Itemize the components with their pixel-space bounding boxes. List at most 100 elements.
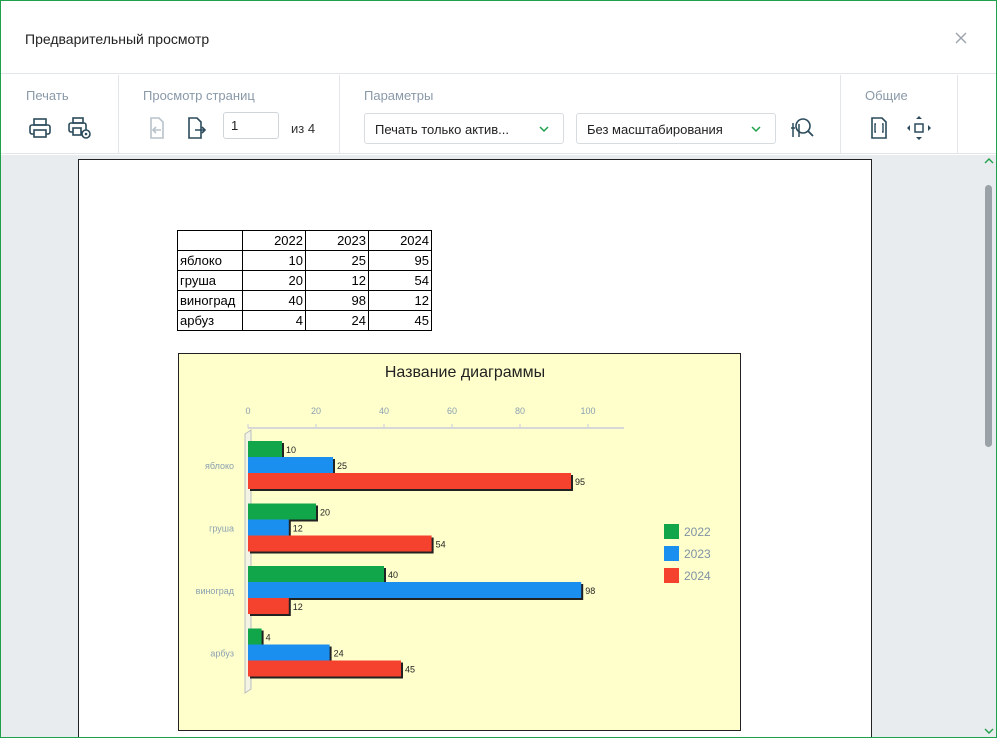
table-cell: 2023 — [305, 230, 369, 251]
bar-2022 — [248, 566, 384, 582]
chevron-down-icon — [751, 126, 761, 133]
table-cell: 12 — [368, 290, 432, 311]
table-cell: 2022 — [242, 230, 306, 251]
data-label: 4 — [266, 633, 271, 643]
y-axis-wall — [244, 429, 252, 694]
fit-page-button[interactable] — [866, 115, 892, 141]
data-label: 12 — [293, 602, 303, 612]
general-group-label: Общие — [865, 88, 908, 103]
table-cell: 2024 — [368, 230, 432, 251]
page-count-label: из 4 — [291, 121, 316, 136]
data-table: 2022 2023 2024 яблоко 10 25 95 груша 20 … — [177, 230, 432, 331]
next-page-button[interactable] — [183, 115, 209, 141]
print-scope-select[interactable]: Печать только актив... — [364, 113, 564, 144]
table-row: яблоко 10 25 95 — [177, 250, 432, 271]
x-tick-label: 100 — [580, 406, 595, 416]
next-page-icon — [188, 117, 207, 139]
x-tick-label: 40 — [379, 406, 389, 416]
data-label: 98 — [585, 586, 595, 596]
bar-2022 — [248, 628, 262, 645]
data-label: 40 — [388, 570, 398, 580]
table-cell: 40 — [242, 290, 306, 311]
settings-magnifier-icon — [791, 118, 814, 137]
table-cell: 10 — [242, 250, 306, 271]
bar-2024 — [248, 598, 289, 614]
table-cell: груша — [177, 270, 243, 291]
legend-label: 2023 — [684, 547, 711, 561]
bar-2023 — [248, 644, 330, 661]
data-label: 24 — [334, 649, 344, 659]
table-row: виноград 40 98 12 — [177, 290, 432, 311]
print-group: Печать — [1, 75, 119, 154]
scroll-up-icon[interactable] — [984, 157, 994, 165]
table-cell: 20 — [242, 270, 306, 291]
close-icon — [955, 32, 967, 44]
y-category-label: яблоко — [205, 461, 234, 471]
table-cell: 12 — [305, 270, 369, 291]
data-label: 25 — [337, 461, 347, 471]
table-cell — [177, 230, 243, 251]
scroll-down-icon[interactable] — [984, 727, 994, 735]
data-label: 20 — [320, 508, 330, 518]
data-label: 45 — [405, 665, 415, 675]
table-cell: арбуз — [177, 310, 243, 331]
legend-swatch — [664, 524, 679, 539]
move-arrows-icon — [907, 116, 931, 140]
page-setup-button[interactable] — [789, 115, 815, 141]
chart-title: Название диаграммы — [385, 364, 545, 381]
previous-page-button[interactable] — [143, 115, 169, 141]
page-view-group: Просмотр страниц — [119, 75, 340, 154]
preview-area[interactable]: 2022 2023 2024 яблоко 10 25 95 груша 20 … — [1, 155, 996, 737]
dialog-title: Предварительный просмотр — [25, 31, 210, 47]
table-row: груша 20 12 54 — [177, 270, 432, 291]
x-tick-label: 60 — [447, 406, 457, 416]
bar-2024 — [248, 660, 401, 677]
table-cell: яблоко — [177, 250, 243, 271]
data-label: 10 — [286, 445, 296, 455]
print-group-label: Печать — [26, 88, 69, 103]
legend-label: 2024 — [684, 569, 711, 583]
bar-2024 — [248, 535, 432, 552]
bar-2023 — [248, 582, 582, 598]
previous-page-icon — [150, 117, 164, 139]
y-category-label: груша — [209, 524, 234, 534]
print-scope-value: Печать только актив... — [375, 122, 510, 137]
y-category-label: виноград — [196, 586, 235, 596]
printer-icon — [29, 118, 51, 138]
chevron-down-icon — [539, 126, 549, 133]
bar-2023 — [248, 457, 333, 473]
parameters-group: Параметры — [340, 75, 841, 154]
x-tick-label: 0 — [245, 406, 250, 416]
scaling-value: Без масштабирования — [587, 122, 723, 137]
x-tick-label: 20 — [311, 406, 321, 416]
printer-settings-icon — [68, 117, 91, 139]
table-row: арбуз 4 24 45 — [177, 310, 432, 331]
legend-label: 2022 — [684, 525, 711, 539]
print-button[interactable] — [27, 115, 53, 141]
fit-width-button[interactable] — [906, 115, 932, 141]
close-button[interactable] — [951, 28, 971, 48]
table-cell: виноград — [177, 290, 243, 311]
print-settings-button[interactable] — [67, 115, 93, 141]
bar-2024 — [248, 473, 571, 489]
scrollbar-thumb[interactable] — [985, 185, 992, 447]
table-cell: 98 — [305, 290, 369, 311]
table-cell: 4 — [242, 310, 306, 331]
table-cell: 25 — [305, 250, 369, 271]
title-bar: Предварительный просмотр — [1, 1, 996, 74]
table-header-row: 2022 2023 2024 — [177, 230, 432, 251]
scaling-select[interactable]: Без масштабирования — [576, 113, 776, 144]
legend-swatch — [664, 568, 679, 583]
parameters-group-label: Параметры — [364, 88, 434, 103]
legend-swatch — [664, 546, 679, 561]
table-cell: 24 — [305, 310, 369, 331]
bar-chart: Название диаграммы 0 20 40 60 80 100 яблоко 10 25… — [178, 353, 741, 731]
chart-canvas: Название диаграммы 0 20 40 60 80 100 яблоко 10 25… — [196, 364, 711, 694]
page-number-input[interactable] — [223, 112, 279, 139]
bar-2023 — [248, 519, 289, 536]
data-label: 12 — [293, 524, 303, 534]
table-cell: 54 — [368, 270, 432, 291]
table-cell: 45 — [368, 310, 432, 331]
page-view-group-label: Просмотр страниц — [143, 88, 255, 103]
